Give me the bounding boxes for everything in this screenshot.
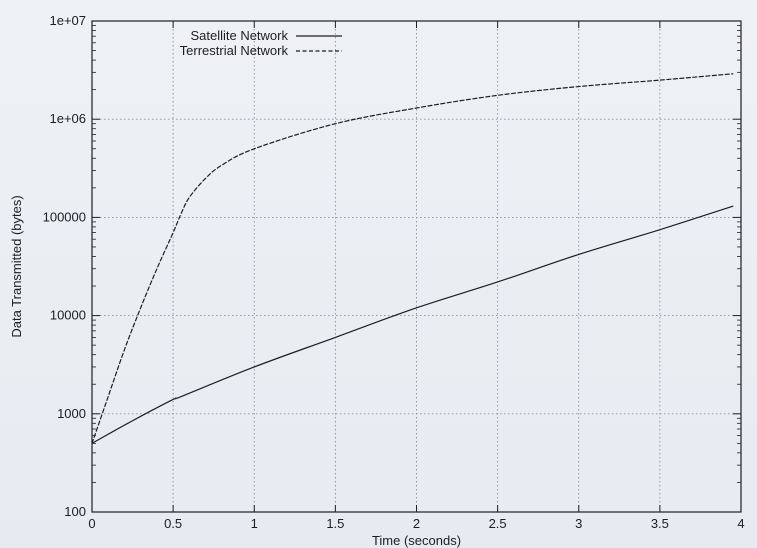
y-tick-label: 100: [64, 504, 86, 519]
x-tick-label: 2.5: [489, 516, 507, 531]
legend-label-satellite-network: Satellite Network: [190, 28, 288, 43]
y-tick-label: 1e+06: [49, 111, 86, 126]
x-tick-label: 4: [737, 516, 744, 531]
x-tick-label: 3: [575, 516, 582, 531]
axes-layer: 0 0.5 1 1.5 2 2.5 3 3.5 4 100 1000 10000 100000 1e+06…: [43, 13, 745, 531]
terrestrial-network-line: [91, 73, 734, 444]
legend-label-terrestrial-network: Terrestrial Network: [180, 43, 289, 58]
y-tick-label: 1000: [57, 406, 86, 421]
series-layer: [91, 73, 734, 444]
grid-layer: [92, 21, 741, 512]
x-tick-label: 0.5: [164, 516, 182, 531]
satellite-network-line: [91, 205, 734, 444]
x-tick-label: 3.5: [651, 516, 669, 531]
x-tick-label: 0: [88, 516, 95, 531]
x-tick-label: 1: [251, 516, 258, 531]
x-axis-label: Time (seconds): [372, 533, 461, 548]
y-tick-label: 100000: [43, 209, 86, 224]
x-tick-label: 2: [413, 516, 420, 531]
y-tick-label: 1e+07: [49, 13, 86, 28]
x-tick-label: 1.5: [326, 516, 344, 531]
y-axis-label: Data Transmitted (bytes): [9, 195, 24, 337]
y-tick-label: 10000: [50, 308, 86, 323]
